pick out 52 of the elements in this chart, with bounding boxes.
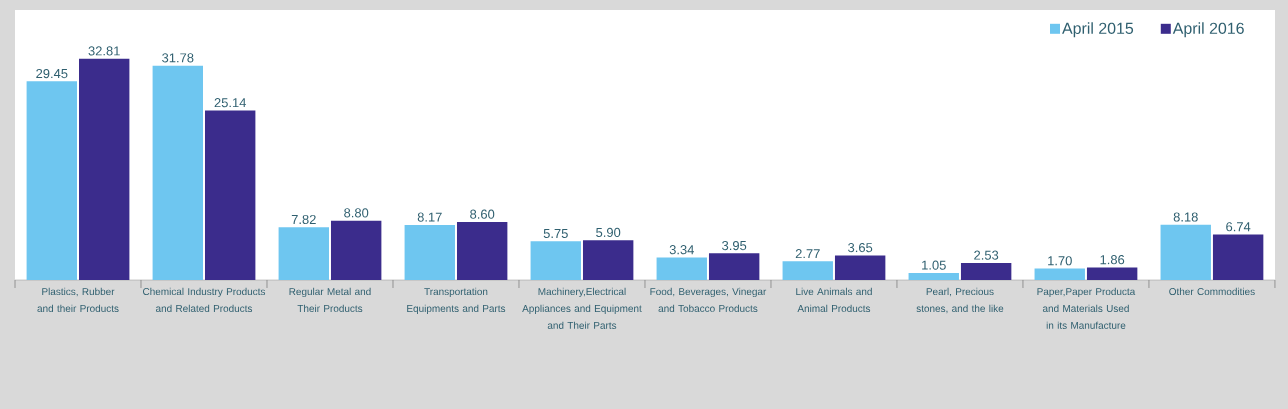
x-tick-label: Paper,Paper Producta and Materials Used in its Manufacture	[1037, 287, 1136, 329]
data-label: 25.14	[214, 98, 247, 108]
data-label: 8.60	[470, 209, 495, 219]
bar	[582, 240, 634, 280]
legend-label: April 2015	[1062, 22, 1134, 38]
x-tick-label: Plastics, Rubber and their Products	[37, 287, 119, 313]
x-tick-label: Pearl, Precious stones, and the like	[916, 287, 1004, 314]
data-label: 7.82	[291, 214, 316, 225]
x-tick-label: Regular Metal and Their Products	[289, 287, 371, 313]
data-label: 5.90	[596, 227, 621, 237]
x-tick-label: Transportation Equipments and Parts	[407, 287, 506, 314]
bar	[708, 253, 760, 280]
data-label: 8.80	[344, 208, 369, 218]
bar	[960, 262, 1012, 280]
x-tick-label: Live Animals and Animal Products	[796, 287, 872, 313]
bar	[152, 65, 203, 280]
data-label: 29.45	[36, 68, 68, 79]
data-label: 1.86	[1100, 255, 1125, 265]
bar	[1160, 224, 1211, 280]
bar	[79, 58, 130, 280]
data-label: 2.77	[795, 249, 820, 259]
bar	[908, 272, 959, 280]
bar	[1086, 267, 1138, 280]
bar	[1212, 234, 1264, 280]
bar	[456, 221, 508, 280]
data-label: 8.17	[417, 212, 442, 222]
x-tick-label: Food, Beverages, Vinegar and Tobacco Products	[650, 287, 767, 313]
data-label: 32.81	[88, 46, 120, 56]
x-tick-label: Other Commodities	[1169, 287, 1255, 296]
bar	[782, 261, 833, 280]
data-label: 6.74	[1226, 222, 1251, 232]
bar	[330, 220, 382, 280]
data-label: 1.70	[1048, 256, 1072, 266]
bar	[404, 224, 455, 280]
data-label: 3.34	[669, 245, 694, 255]
bar	[530, 241, 581, 280]
bar	[26, 81, 77, 280]
bar	[656, 257, 707, 280]
bar	[205, 110, 256, 280]
data-label: 2.53	[974, 250, 999, 260]
data-label: 8.18	[1173, 212, 1198, 222]
bar	[834, 255, 886, 280]
legend-label: April 2016	[1172, 22, 1244, 38]
x-tick-label: Machinery,Electrical Appliances and Equipment and Their Parts	[522, 287, 642, 329]
bar	[278, 227, 329, 280]
data-label: 3.65	[848, 243, 873, 253]
data-label: 3.95	[722, 240, 747, 251]
x-tick-label: Chemical Industry Products and Related Products	[143, 287, 266, 313]
bar	[1034, 268, 1085, 280]
data-label: 5.75	[543, 228, 568, 239]
data-label: 1.05	[922, 260, 946, 270]
data-label: 31.78	[162, 53, 194, 63]
